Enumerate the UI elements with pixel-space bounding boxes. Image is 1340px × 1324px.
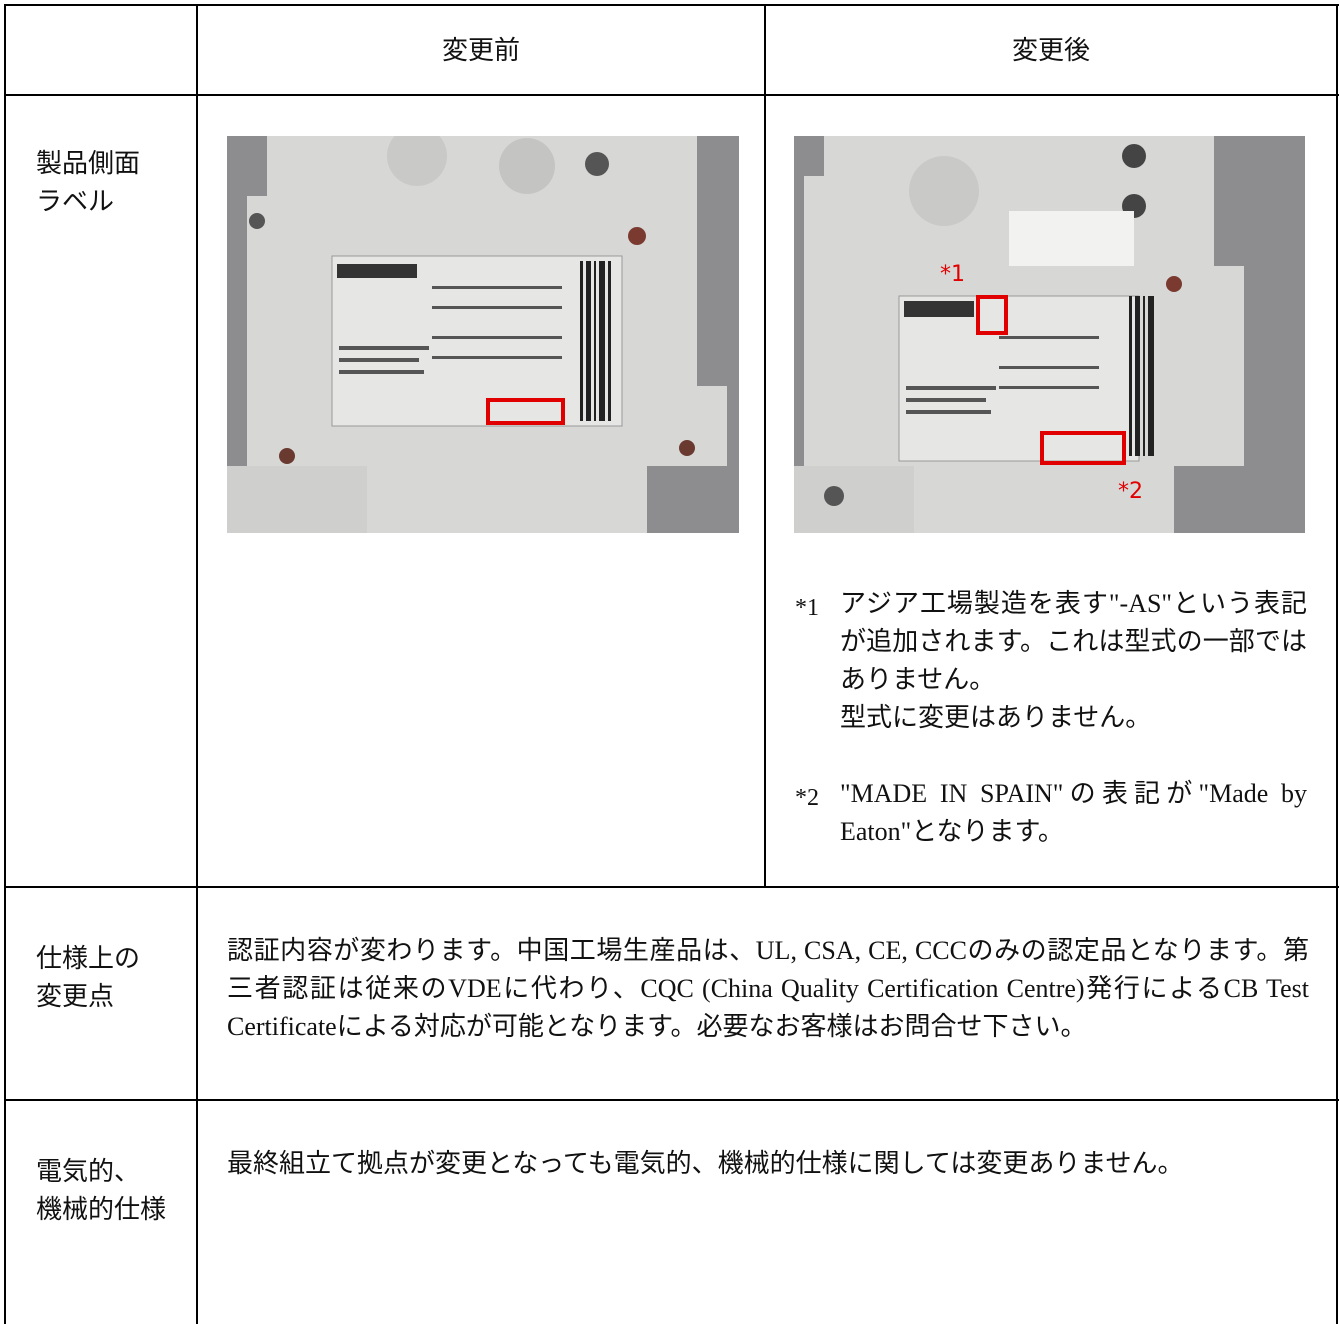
border — [4, 4, 1339, 6]
label-line: ラベル — [36, 187, 115, 216]
header-after: 変更後 — [1011, 36, 1090, 65]
border — [4, 886, 1339, 888]
photo-before — [227, 136, 739, 533]
note-text: アジア工場製造を表す"-AS"という表記が追加されます。これは型式の一部ではあり… — [840, 589, 1307, 694]
border — [764, 4, 766, 888]
row-label: 製品側面 ラベル — [36, 145, 140, 221]
label-line: 機械的仕様 — [36, 1195, 167, 1224]
label-line: 製品側面 — [36, 149, 141, 178]
note-marker: *2 — [795, 785, 819, 811]
header-before: 変更前 — [441, 36, 520, 65]
callout: *2 — [1118, 479, 1143, 504]
note-text: 型式に変更はありません。 — [840, 703, 1152, 732]
row-label: 仕様上の 変更点 — [36, 940, 140, 1016]
note: *2 "MADE IN SPAIN"の表記が"Made by Eaton"となり… — [795, 775, 1307, 851]
border — [4, 94, 1339, 96]
note-text: "MADE IN SPAIN"の表記が"Made by Eaton"となります。 — [840, 779, 1307, 846]
note: *1 アジア工場製造を表す"-AS"という表記が追加されます。これは型式の一部で… — [795, 585, 1307, 737]
row-text: 最終組立て拠点が変更となっても電気的、機械的仕様に関しては変更ありません。 — [227, 1149, 1184, 1178]
border — [4, 4, 6, 1324]
callout: *1 — [940, 262, 965, 287]
border — [4, 1099, 1339, 1101]
row-text: 認証内容が変わります。中国工場生産品は、UL, CSA, CE, CCCのみの認… — [227, 936, 1309, 1041]
border — [1336, 4, 1338, 1324]
row-label: 電気的、 機械的仕様 — [36, 1153, 166, 1229]
note-marker: *1 — [795, 595, 819, 621]
border — [196, 4, 198, 1324]
label-line: 仕様上の — [36, 944, 141, 973]
label-line: 変更点 — [36, 982, 115, 1011]
label-line: 電気的、 — [36, 1157, 141, 1186]
photo-after: *1 *2 — [794, 136, 1305, 533]
